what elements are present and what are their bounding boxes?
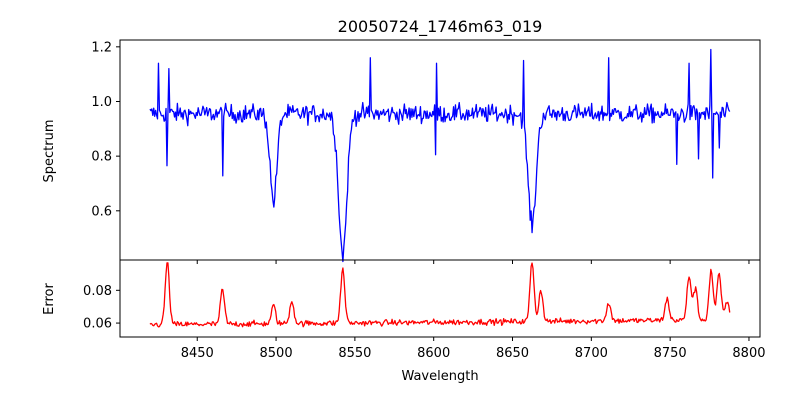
spectrum-series-line: [149, 48, 731, 263]
error-xtick-label: 8650: [496, 346, 529, 361]
error-xtick-label: 8500: [260, 346, 293, 361]
x-axis-label: Wavelength: [401, 369, 478, 384]
error-xtick-label: 8600: [417, 346, 450, 361]
error-ylabel: Error: [42, 283, 57, 315]
error-xtick-label: 8550: [338, 346, 371, 361]
spectrum-ytick-label: 1.0: [91, 95, 112, 110]
error-ytick-label: 0.06: [83, 317, 112, 332]
spectrum-panel: 20050724_1746m63_019 0.6 0.8 1.0 1.2 Spectr…: [42, 17, 761, 264]
error-series-line: [149, 262, 731, 328]
spectrum-ytick-label: 0.8: [91, 150, 112, 165]
spectrum-ytick-label: 0.6: [91, 204, 112, 219]
spectrum-ylabel: Spectrum: [42, 120, 57, 183]
spectrum-ytick-label: 1.2: [91, 40, 112, 55]
error-axes-frame: [119, 259, 761, 338]
chart-title: 20050724_1746m63_019: [338, 17, 543, 37]
spectrum-ticks: 0.6 0.8 1.0 1.2: [91, 40, 750, 264]
error-panel: 0.06 0.08 8450 8500 8550 8600 8650 8700 8750 8800…: [42, 259, 766, 384]
error-ytick-label: 0.08: [83, 284, 112, 299]
error-ticks: 0.06 0.08 8450 8500 8550 8600 8650 8700 8750 8800: [83, 284, 765, 361]
error-xtick-label: 8750: [654, 346, 687, 361]
error-xtick-label: 8700: [575, 346, 608, 361]
error-xtick-label: 8800: [732, 346, 765, 361]
error-xtick-label: 8450: [181, 346, 214, 361]
